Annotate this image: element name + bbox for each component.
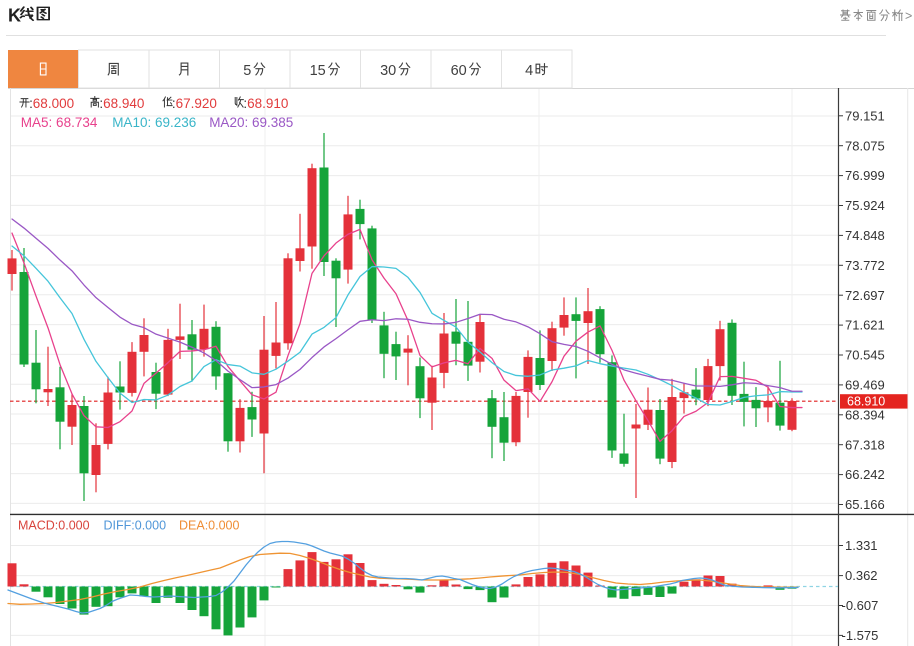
svg-text:68.910: 68.910 — [247, 96, 288, 111]
svg-text:15: 15 — [310, 63, 326, 79]
svg-text:78.075: 78.075 — [845, 138, 885, 153]
svg-text:DIFF:0.000: DIFF:0.000 — [104, 519, 167, 533]
svg-text:67.920: 67.920 — [176, 96, 217, 111]
svg-text:79.151: 79.151 — [845, 108, 885, 123]
svg-text:65.166: 65.166 — [845, 497, 885, 512]
svg-text:MA10: 69.236: MA10: 69.236 — [112, 115, 196, 130]
svg-text:-0.607: -0.607 — [842, 598, 879, 613]
svg-text:72.697: 72.697 — [845, 288, 885, 303]
svg-text:75.924: 75.924 — [845, 198, 885, 213]
svg-text::: : — [99, 96, 103, 111]
svg-text:K: K — [8, 6, 21, 26]
svg-text:69.469: 69.469 — [845, 378, 885, 393]
svg-text:76.999: 76.999 — [845, 168, 885, 183]
svg-text:73.772: 73.772 — [845, 258, 885, 273]
svg-text:30: 30 — [380, 63, 396, 79]
svg-text::: : — [172, 96, 176, 111]
svg-text:0.362: 0.362 — [845, 568, 878, 583]
svg-text:68.940: 68.940 — [103, 96, 144, 111]
svg-text:60: 60 — [451, 63, 467, 79]
svg-text:67.318: 67.318 — [845, 437, 885, 452]
svg-text:70.545: 70.545 — [845, 348, 885, 363]
svg-text:MA5: 68.734: MA5: 68.734 — [21, 115, 98, 130]
svg-text:DEA:0.000: DEA:0.000 — [179, 519, 240, 533]
svg-text:MACD:0.000: MACD:0.000 — [18, 519, 90, 533]
svg-text:-1.575: -1.575 — [842, 628, 879, 643]
svg-text::: : — [243, 96, 247, 111]
svg-text:MA20: 69.385: MA20: 69.385 — [209, 115, 293, 130]
svg-text:71.621: 71.621 — [845, 318, 885, 333]
svg-text:68.000: 68.000 — [33, 96, 74, 111]
svg-text:68.910: 68.910 — [847, 395, 885, 409]
svg-text:1.331: 1.331 — [845, 538, 878, 553]
svg-text:>: > — [905, 9, 912, 23]
svg-text::: : — [29, 96, 33, 111]
svg-text:4: 4 — [525, 63, 533, 79]
svg-text:68.394: 68.394 — [845, 407, 885, 422]
svg-text:74.848: 74.848 — [845, 228, 885, 243]
svg-text:5: 5 — [243, 63, 251, 79]
svg-text:66.242: 66.242 — [845, 467, 885, 482]
